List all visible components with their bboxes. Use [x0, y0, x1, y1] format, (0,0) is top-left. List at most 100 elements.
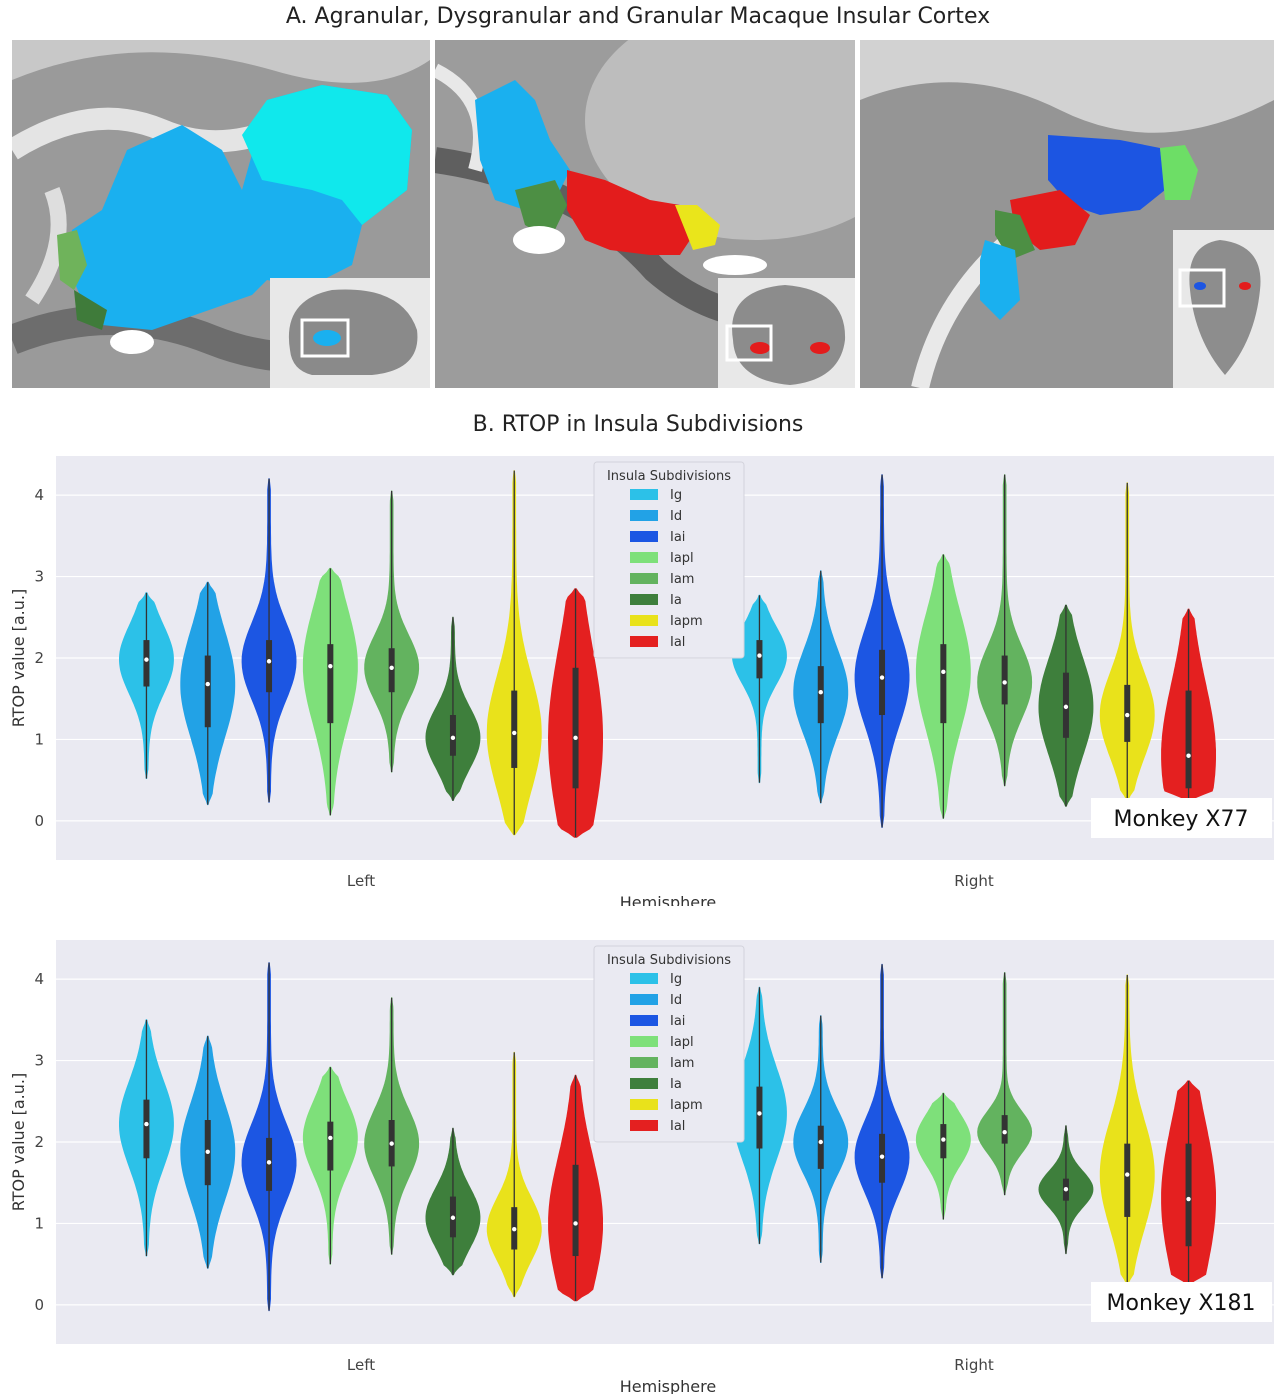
median-dot-right-iai — [879, 675, 885, 680]
legend-swatch-iapm — [630, 615, 658, 626]
median-dot-left-iapl — [328, 663, 333, 669]
legend: Insula Subdivisions Ig Id Iai Iapl Iam Ia Iapm I… — [593, 945, 745, 1143]
legend-label-id: Id — [670, 509, 682, 524]
sagittal-brain-view — [12, 40, 430, 388]
axial-brain-view — [860, 40, 1274, 388]
y-axis-label: RTOP value [a.u.] — [9, 1073, 28, 1211]
iqr-box-right-iam — [1001, 1115, 1008, 1144]
median-dot-right-iapl — [941, 669, 946, 675]
y-tick-label-2: 2 — [34, 1133, 44, 1151]
legend-label-iapm: Iapm — [670, 614, 703, 629]
legend: Insula Subdivisions Ig Id Iai Iapl Iam Ia Iapm I… — [593, 461, 745, 659]
iqr-box-right-id — [817, 666, 824, 724]
legend-label-iam: Iam — [670, 1056, 694, 1071]
median-dot-right-iam — [1002, 1130, 1007, 1135]
monkey-annotation-box — [1091, 1282, 1272, 1322]
median-dot-right-ial — [1186, 753, 1191, 758]
legend-label-ig: Ig — [670, 488, 682, 503]
median-dot-left-id — [205, 1149, 210, 1154]
median-dot-right-iai — [879, 1154, 885, 1159]
median-dot-right-id — [818, 1139, 823, 1145]
legend-title: Insula Subdivisions — [607, 469, 731, 484]
y-tick-label-0: 0 — [34, 1296, 44, 1314]
legend-swatch-ial — [630, 1120, 658, 1131]
median-dot-left-iam — [389, 1141, 394, 1146]
median-dot-right-ig — [757, 653, 762, 658]
coronal-brain-view — [435, 40, 855, 388]
median-dot-left-iapl — [328, 1135, 333, 1141]
monkey-annotation: Monkey X77 — [1091, 798, 1272, 838]
iqr-box-right-ial — [1185, 1143, 1192, 1247]
median-dot-left-ial — [573, 1221, 578, 1226]
legend-swatch-iai — [630, 531, 658, 542]
iqr-box-left-iai — [266, 640, 273, 693]
monkey-annotation-box — [1091, 798, 1272, 838]
legend-swatch-ia — [630, 1078, 658, 1089]
x-axis-label: Hemisphere — [620, 1377, 716, 1394]
legend-swatch-iam — [630, 573, 658, 584]
y-tick-label-1: 1 — [34, 730, 44, 748]
legend-title: Insula Subdivisions — [607, 953, 731, 968]
iqr-box-right-iai — [879, 649, 886, 716]
iqr-box-left-iapl — [327, 1121, 334, 1171]
iqr-box-left-ig — [143, 1099, 150, 1159]
median-dot-right-iapm — [1125, 1172, 1130, 1177]
iqr-box-left-id — [204, 655, 211, 728]
iqr-box-left-ig — [143, 640, 150, 687]
legend-label-ial: Ial — [670, 635, 685, 650]
y-tick-label-0: 0 — [34, 812, 44, 830]
violin-chart-monkey-x77: 0 1 2 3 4 RTOP value [a.u.] Left Right Hemispher… — [9, 456, 1274, 906]
iqr-box-right-iapl — [940, 644, 947, 724]
median-dot-right-ia — [1063, 1187, 1069, 1192]
monkey-annotation: Monkey X181 — [1091, 1282, 1272, 1322]
y-axis-label: RTOP value [a.u.] — [9, 589, 28, 727]
legend-swatch-ial — [630, 636, 658, 647]
legend-swatch-id — [630, 994, 658, 1005]
median-dot-right-iam — [1002, 680, 1007, 685]
y-tick-label-2: 2 — [34, 649, 44, 667]
iqr-box-right-id — [817, 1125, 824, 1169]
median-dot-left-iapm — [512, 1226, 517, 1232]
legend-swatch-ig — [630, 489, 658, 500]
x-tick-label-left: Left — [347, 872, 375, 890]
median-dot-right-ia — [1063, 704, 1069, 710]
legend-label-ia: Ia — [670, 1077, 682, 1092]
legend-label-iai: Iai — [670, 530, 685, 545]
legend-label-iapl: Iapl — [670, 551, 694, 566]
iqr-box-left-ia — [449, 715, 456, 756]
median-dot-right-iapl — [941, 1137, 946, 1142]
x-tick-label-right: Right — [954, 1356, 994, 1374]
median-dot-left-iapm — [512, 730, 517, 736]
legend-swatch-iapm — [630, 1099, 658, 1110]
median-dot-left-iai — [266, 1160, 272, 1165]
legend-label-iapm: Iapm — [670, 1098, 703, 1113]
y-tick-label-4: 4 — [34, 486, 44, 504]
x-tick-label-left: Left — [347, 1356, 375, 1374]
x-tick-label-right: Right — [954, 872, 994, 890]
median-dot-left-ig — [144, 657, 149, 662]
iqr-box-left-ial — [572, 667, 579, 789]
legend-box — [593, 945, 745, 1143]
legend-swatch-iam — [630, 1057, 658, 1068]
panel-b-title: B. RTOP in Insula Subdivisions — [472, 412, 804, 437]
legend-swatch-iai — [630, 1015, 658, 1026]
median-dot-left-ia — [450, 1215, 456, 1220]
legend-swatch-id — [630, 510, 658, 521]
iqr-box-right-iam — [1001, 655, 1008, 705]
y-tick-label-3: 3 — [34, 1052, 44, 1070]
panel-a-title: A. Agranular, Dysgranular and Granular M… — [285, 4, 991, 29]
iqr-box-right-ial — [1185, 690, 1192, 789]
monkey-annotation-label: Monkey X181 — [1107, 1291, 1256, 1316]
monkey-annotation-label: Monkey X77 — [1114, 807, 1249, 832]
legend-label-iam: Iam — [670, 572, 694, 587]
x-axis-label: Hemisphere — [620, 893, 716, 906]
median-dot-right-ig — [757, 1111, 762, 1116]
median-dot-right-iapm — [1125, 712, 1130, 718]
median-dot-left-iam — [389, 665, 394, 670]
legend-label-id: Id — [670, 993, 682, 1008]
legend-swatch-iapl — [630, 552, 658, 563]
legend-label-iapl: Iapl — [670, 1035, 694, 1050]
median-dot-right-id — [818, 690, 823, 695]
iqr-box-left-iapm — [511, 690, 518, 768]
y-tick-label-4: 4 — [34, 970, 44, 988]
